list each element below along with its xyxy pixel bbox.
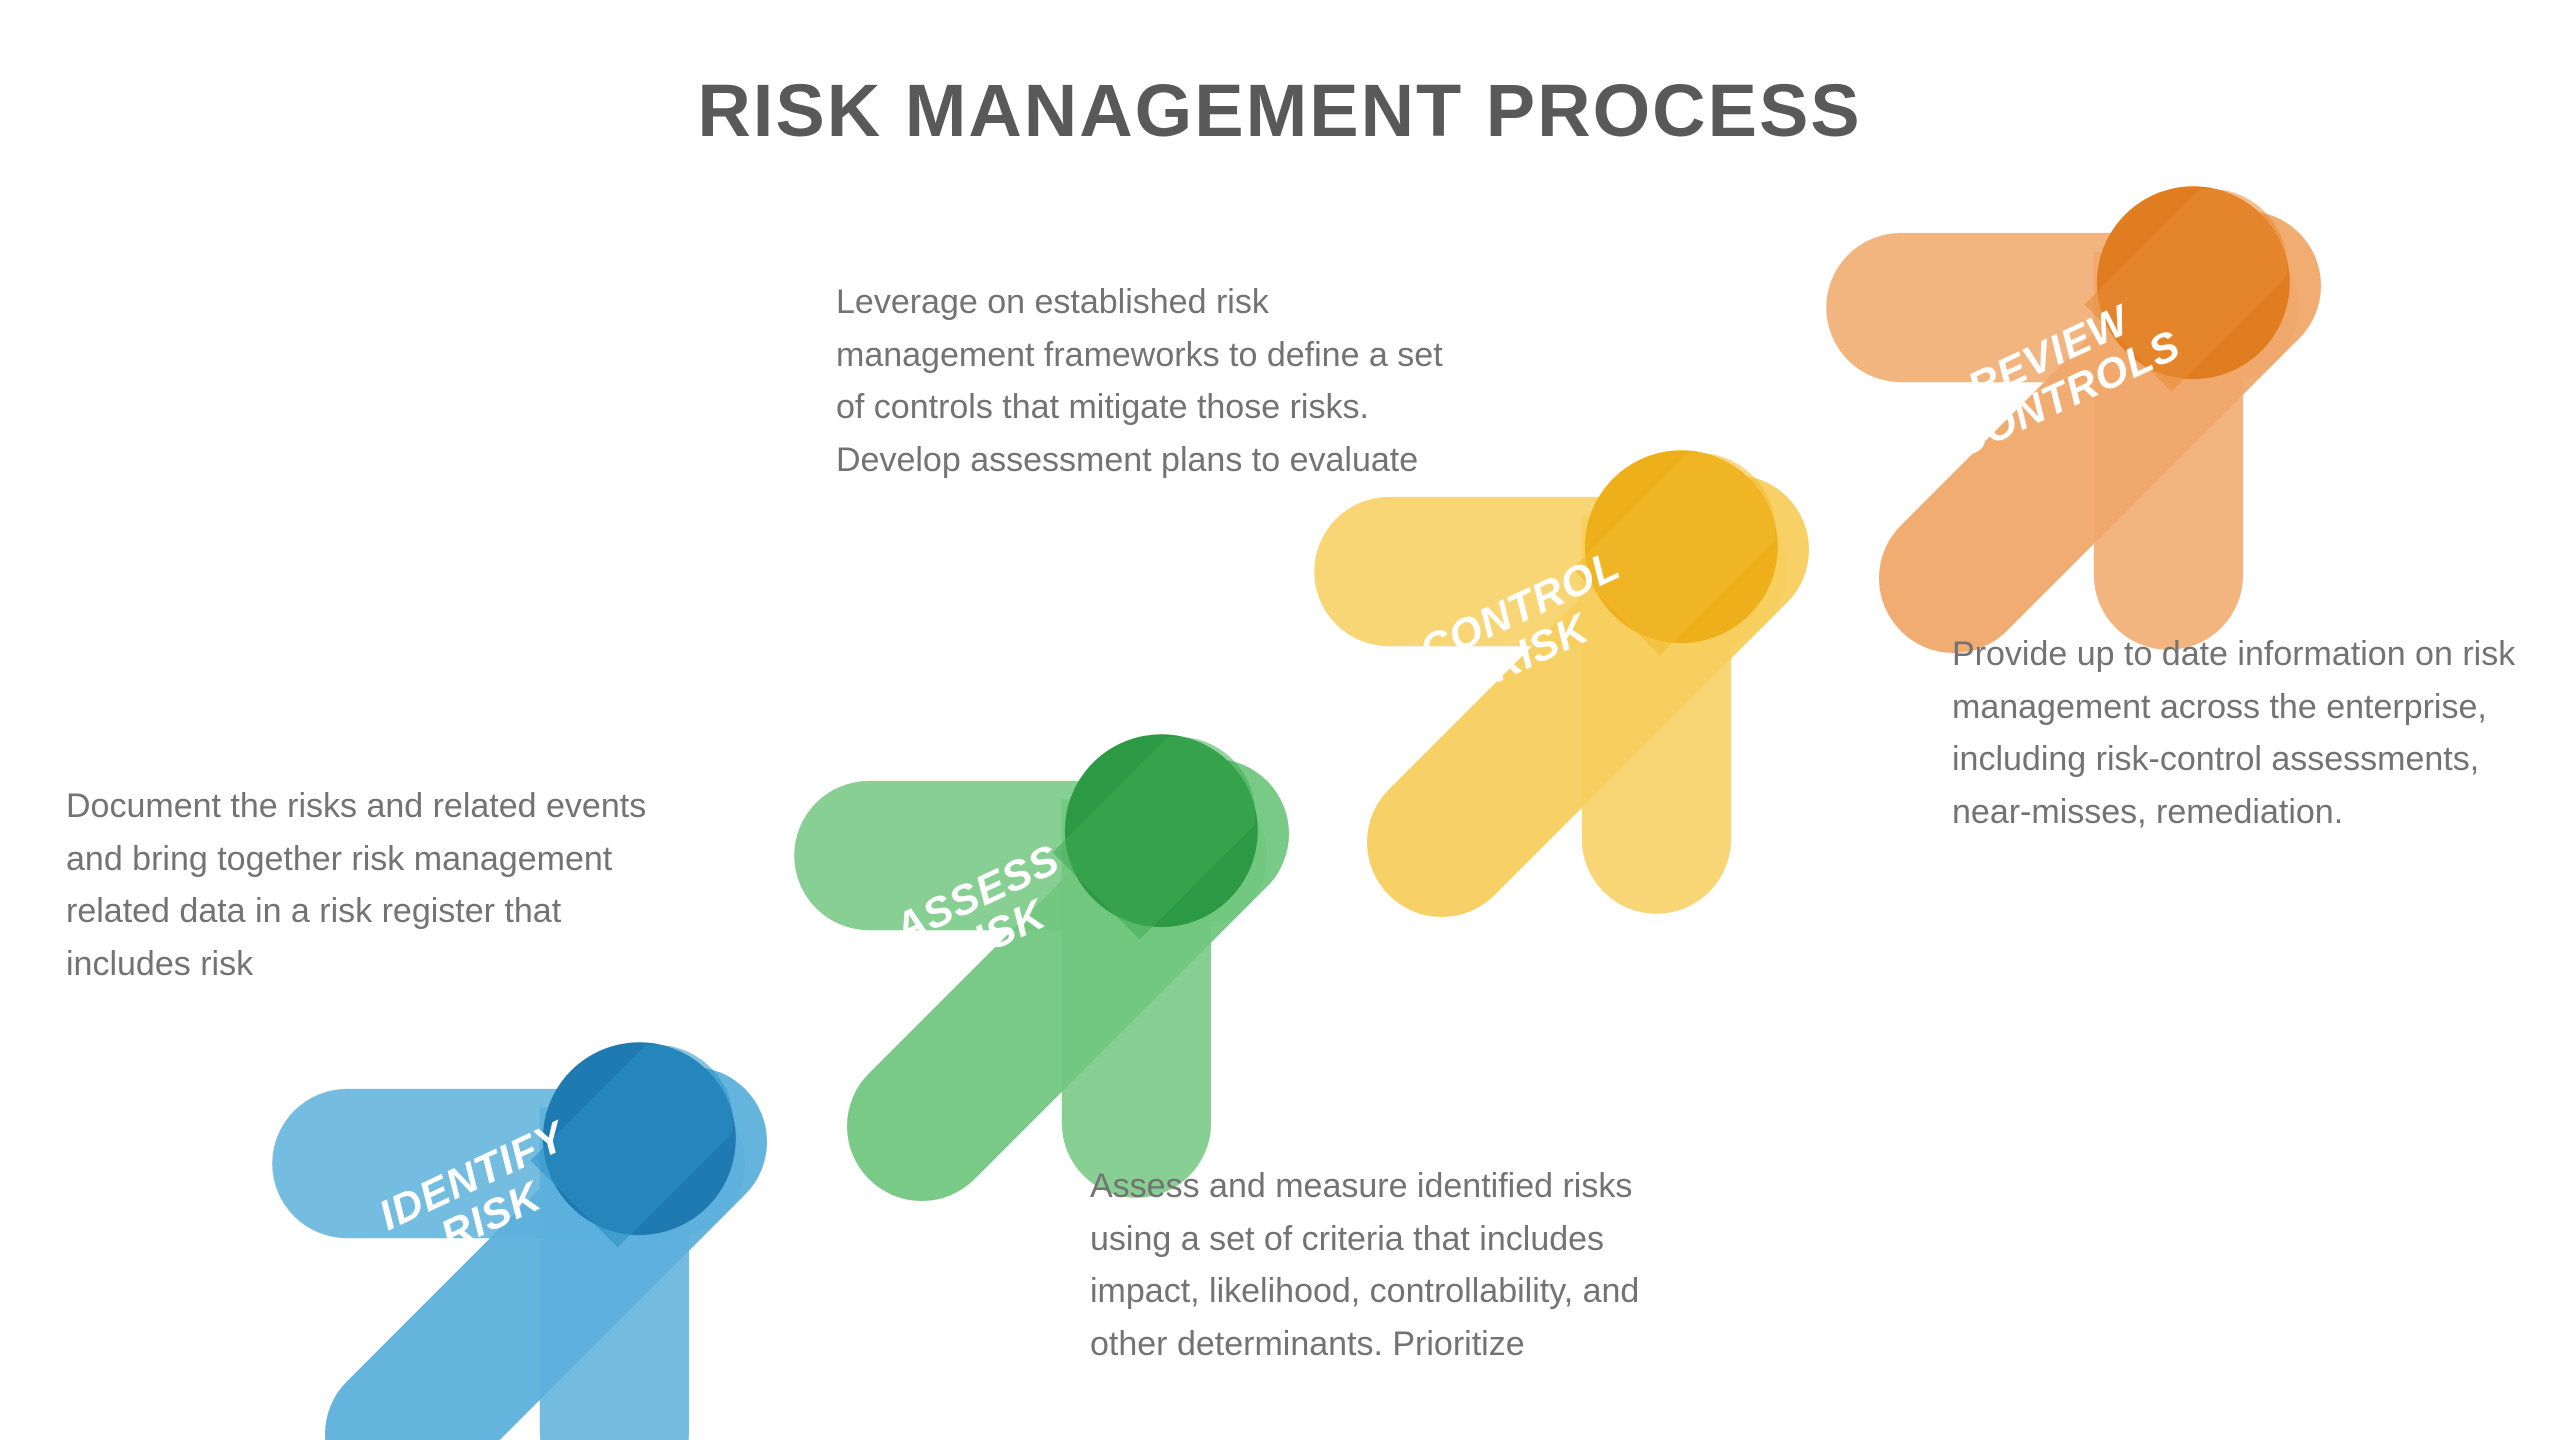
desc-assess: Assess and measure identified risks usin… <box>1090 1160 1650 1371</box>
desc-control: Leverage on established risk management … <box>836 276 1446 487</box>
arrow-assess-shape <box>760 672 1320 1232</box>
arrow-identify: IDENTIFY RISK <box>238 980 798 1440</box>
desc-review: Provide up to date information on risk m… <box>1952 628 2552 839</box>
arrow-assess: ASSESS RISK <box>760 672 1320 1232</box>
desc-identify: Document the risks and related events an… <box>66 780 666 991</box>
infographic-stage: { "title": { "text": "RISK MANAGEMENT PR… <box>0 0 2559 1440</box>
arrow-review: REVIEW CONTROLS <box>1792 124 2352 684</box>
